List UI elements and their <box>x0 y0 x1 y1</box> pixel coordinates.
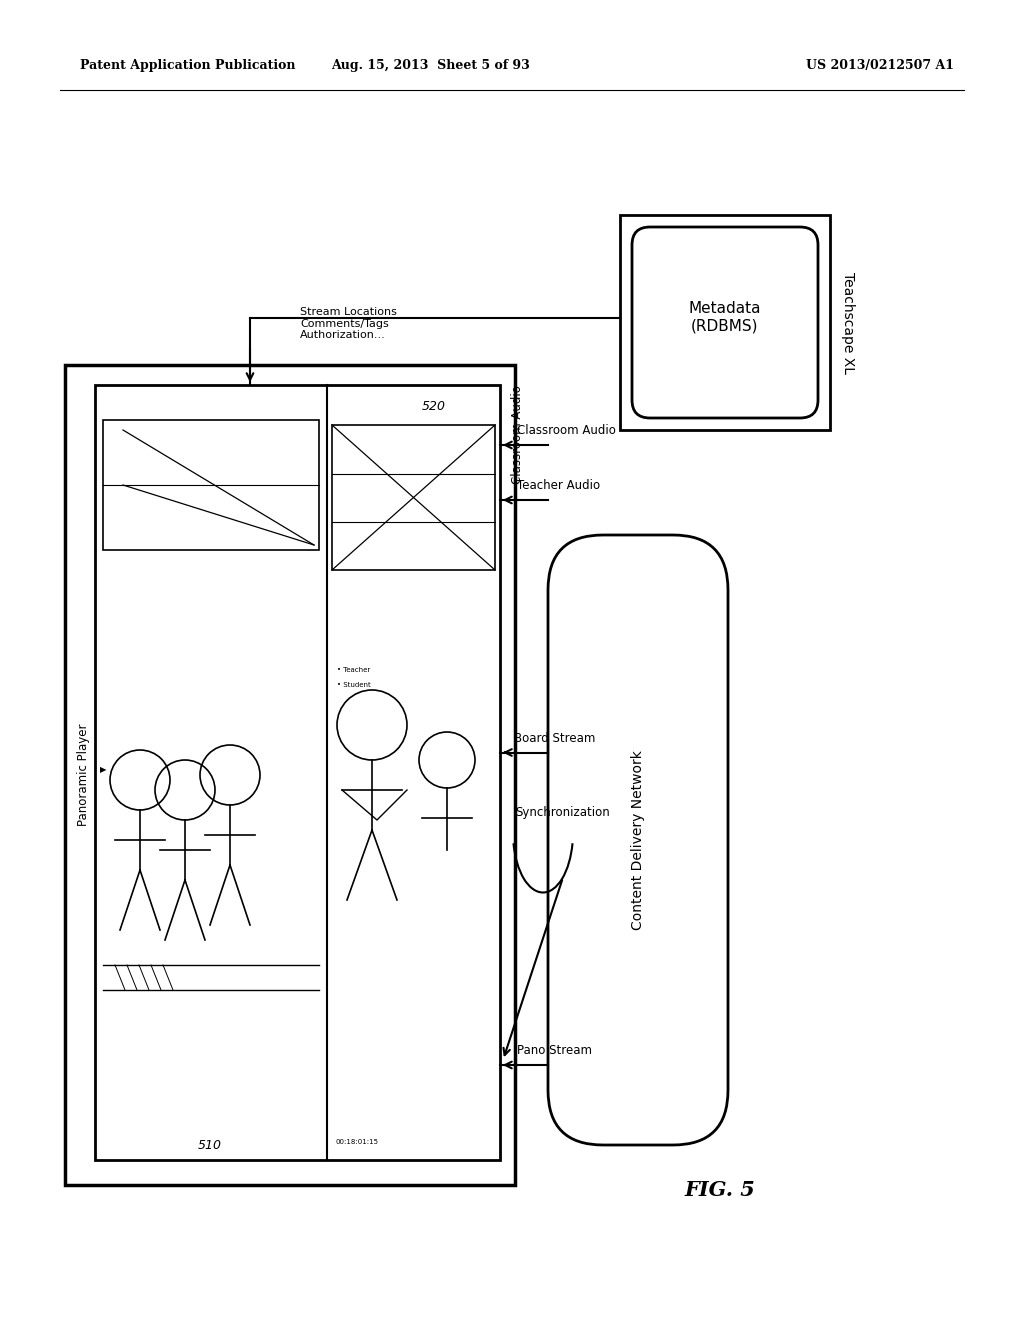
Bar <box>65 366 515 1185</box>
Text: Metadata
(RDBMS): Metadata (RDBMS) <box>689 301 761 334</box>
Bar <box>332 425 495 570</box>
Text: • Teacher: • Teacher <box>337 667 371 673</box>
Bar <box>620 215 830 430</box>
Text: Synchronization: Synchronization <box>515 807 609 818</box>
Text: Teacher Audio: Teacher Audio <box>517 479 600 492</box>
Bar <box>95 385 500 1160</box>
Text: 00:18:01:15: 00:18:01:15 <box>335 1139 378 1144</box>
Text: Classroom Audio: Classroom Audio <box>511 385 524 484</box>
FancyBboxPatch shape <box>548 535 728 1144</box>
Text: Pano Stream: Pano Stream <box>517 1044 592 1057</box>
Text: Stream Locations
Comments/Tags
Authorization...: Stream Locations Comments/Tags Authoriza… <box>300 308 397 341</box>
Text: Board Stream: Board Stream <box>514 731 596 744</box>
Text: 520: 520 <box>422 400 445 413</box>
Text: Teachscape XL: Teachscape XL <box>841 272 855 374</box>
Text: FIG. 5: FIG. 5 <box>685 1180 756 1200</box>
FancyBboxPatch shape <box>632 227 818 418</box>
Text: • Student: • Student <box>337 682 371 688</box>
Bar <box>103 420 319 550</box>
Text: Aug. 15, 2013  Sheet 5 of 93: Aug. 15, 2013 Sheet 5 of 93 <box>331 58 529 71</box>
Text: Patent Application Publication: Patent Application Publication <box>80 58 296 71</box>
Text: 510: 510 <box>198 1139 222 1152</box>
Text: US 2013/0212507 A1: US 2013/0212507 A1 <box>806 58 954 71</box>
Text: Panoramic Player: Panoramic Player <box>77 723 89 826</box>
Text: ▶: ▶ <box>99 766 106 775</box>
Text: Classroom Audio: Classroom Audio <box>517 424 615 437</box>
Text: Content Delivery Network: Content Delivery Network <box>631 750 645 929</box>
